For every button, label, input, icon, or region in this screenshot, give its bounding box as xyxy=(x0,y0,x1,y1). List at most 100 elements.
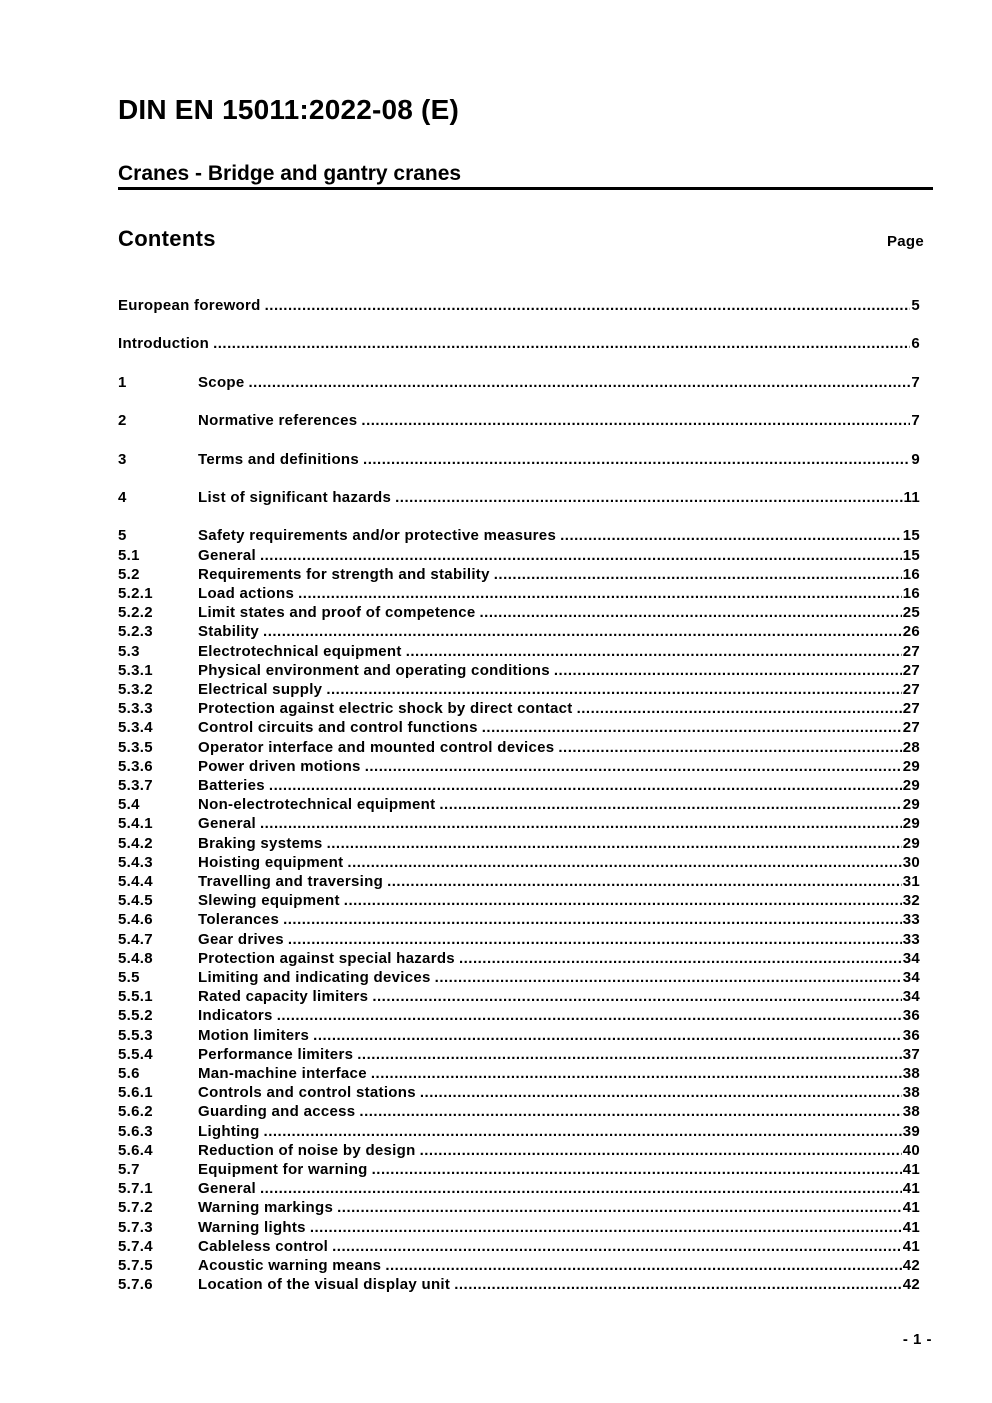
toc-leader-dots: ........................................… xyxy=(576,700,902,718)
toc-entry: 5.3.2 Electrical supply ................… xyxy=(118,680,920,699)
toc-entry: 5.6 Man-machine interface ..............… xyxy=(118,1064,920,1083)
toc-entry-label: Travelling and traversing xyxy=(198,873,384,890)
toc-entry-label: Warning markings xyxy=(198,1199,334,1217)
toc-entry: 2 Normative references .................… xyxy=(118,411,920,430)
toc-entry-label: General xyxy=(198,546,256,564)
toc-entry-page: 15 xyxy=(902,546,920,564)
toc-entry-label: Reduction of noise by design xyxy=(198,1141,416,1159)
toc-entry-number: 5.4 xyxy=(118,796,140,814)
toc-entry-label: Location of the visual display unit xyxy=(198,1276,451,1294)
toc-entry-label: General xyxy=(198,1180,256,1198)
toc-entry-page: 7 xyxy=(911,373,920,391)
toc-leader-dots: ........................................… xyxy=(434,969,902,987)
toc-leader-dots: ........................................… xyxy=(326,834,902,852)
toc-leader-dots: ........................................… xyxy=(419,1141,902,1159)
toc-entry: 5.3 Electrotechnical equipment .........… xyxy=(118,642,920,661)
toc-entry-label: Tolerances xyxy=(198,911,280,929)
toc-entry-number: 5.4.2 xyxy=(118,834,153,852)
toc-entry-number: 5.3 xyxy=(118,642,140,660)
toc-leader-dots: ........................................… xyxy=(419,1084,902,1102)
toc-leader-dots: ........................................… xyxy=(259,546,902,564)
toc-leader-dots: ........................................… xyxy=(361,412,910,430)
toc-entry-page: 27 xyxy=(902,661,920,679)
toc-entry-number: 5.5.2 xyxy=(118,1007,153,1025)
toc-entry-label: Lighting xyxy=(198,1122,260,1140)
toc-entry-page: 29 xyxy=(902,757,920,775)
toc-entry-page: 40 xyxy=(902,1141,920,1159)
toc-entry: 5.7.5 Acoustic warning means ...........… xyxy=(118,1256,920,1275)
toc-entry-number: 5.3.1 xyxy=(118,661,153,679)
toc-entry: 5 Safety requirements and/or protective … xyxy=(118,526,920,545)
toc-entry-page: 5 xyxy=(911,297,920,314)
toc-entry: 5.7 Equipment for warning ..............… xyxy=(118,1160,920,1179)
toc-leader-dots: ........................................… xyxy=(387,873,902,890)
toc-leader-dots: ........................................… xyxy=(309,1218,902,1236)
toc-entry-label: Requirements for strength and stability xyxy=(198,565,490,583)
toc-leader-dots: ........................................… xyxy=(343,892,902,910)
toc-entry-page: 41 xyxy=(902,1237,920,1255)
toc-leader-dots: ........................................… xyxy=(248,373,911,391)
page-column-label: Page xyxy=(886,233,924,250)
toc-entry: 5.5.3 Motion limiters ..................… xyxy=(118,1026,920,1045)
toc-entry-number: 5.3.4 xyxy=(118,719,153,737)
toc-entry-page: 33 xyxy=(902,911,920,929)
toc-entry-label: Indicators xyxy=(198,1007,273,1025)
toc-leader-dots: ........................................… xyxy=(458,949,902,967)
toc-entry: 5.4.4 Travelling and traversing ........… xyxy=(118,872,920,891)
toc-leader-dots: ........................................… xyxy=(337,1199,902,1217)
toc-entry-label: Control circuits and control functions xyxy=(198,719,478,737)
toc-entry-number: 5.7.6 xyxy=(118,1276,153,1294)
toc-entry: 5.3.6 Power driven motions .............… xyxy=(118,757,920,776)
toc-entry-number: 5.6.3 xyxy=(118,1122,153,1140)
toc-entry-number: 5.3.3 xyxy=(118,700,153,718)
toc-leader-dots: ........................................… xyxy=(298,584,902,602)
toc-entry-page: 25 xyxy=(902,604,920,622)
toc-entry-number: 5.4.6 xyxy=(118,911,153,929)
toc-entry-page: 41 xyxy=(902,1218,920,1236)
toc-entry-page: 38 xyxy=(902,1065,920,1083)
toc-entry-label: Operator interface and mounted control d… xyxy=(198,738,555,756)
toc-leader-dots: ........................................… xyxy=(213,335,911,353)
toc-entry-label: European foreword xyxy=(118,297,261,314)
toc-entry: 3 Terms and definitions ................… xyxy=(118,450,920,469)
toc-leader-dots: ........................................… xyxy=(313,1026,902,1044)
toc-entry-page: 30 xyxy=(902,853,920,871)
toc-leader-dots: ........................................… xyxy=(405,642,902,660)
toc-leader-dots: ........................................… xyxy=(558,738,902,756)
toc-entry-page: 34 xyxy=(902,988,920,1006)
toc-entry-page: 36 xyxy=(902,1007,920,1025)
toc-entry-page: 38 xyxy=(902,1103,920,1121)
toc-entry: European foreword ......................… xyxy=(118,296,920,315)
toc-entry-label: Braking systems xyxy=(198,834,323,852)
toc-leader-dots: ........................................… xyxy=(263,1122,902,1140)
toc-leader-dots: ........................................… xyxy=(268,776,902,794)
toc-leader-dots: ........................................… xyxy=(481,719,902,737)
toc-entry: 5.2 Requirements for strength and stabil… xyxy=(118,565,920,584)
toc-entry-page: 41 xyxy=(902,1161,920,1179)
toc-entry-label: Guarding and access xyxy=(198,1103,356,1121)
toc-entry: 5.4.1 General ..........................… xyxy=(118,814,920,833)
toc-leader-dots: ........................................… xyxy=(439,796,902,814)
toc-entry-label: Motion limiters xyxy=(198,1026,310,1044)
toc-entry-page: 16 xyxy=(902,584,920,602)
toc-entry-label: Protection against special hazards xyxy=(198,949,455,967)
toc-entry-number: 5.5.3 xyxy=(118,1026,153,1044)
toc-entry-page: 34 xyxy=(902,969,920,987)
toc-leader-dots: ........................................… xyxy=(395,488,903,506)
toc-leader-dots: ........................................… xyxy=(259,815,902,833)
toc-entry: 5.4.3 Hoisting equipment ...............… xyxy=(118,853,920,872)
toc-entry-number: 5.2.2 xyxy=(118,604,153,622)
toc-entry-number: 5.1 xyxy=(118,546,140,564)
document-title: DIN EN 15011:2022-08 (E) xyxy=(118,94,459,125)
toc-entry-number: 3 xyxy=(118,450,127,468)
toc-entry-number: 5.7.4 xyxy=(118,1237,153,1255)
toc-entry: 5.4.2 Braking systems ..................… xyxy=(118,834,920,853)
toc-entry: 5.4.6 Tolerances .......................… xyxy=(118,910,920,929)
toc-entry-number: 5.7.1 xyxy=(118,1180,153,1198)
toc-entry-page: 27 xyxy=(902,719,920,737)
toc-leader-dots: ........................................… xyxy=(372,988,901,1006)
toc-leader-dots: ........................................… xyxy=(326,680,901,698)
toc-leader-dots: ........................................… xyxy=(357,1045,901,1063)
toc-entry-page: 27 xyxy=(902,680,920,698)
toc-entry-label: Load actions xyxy=(198,584,295,602)
